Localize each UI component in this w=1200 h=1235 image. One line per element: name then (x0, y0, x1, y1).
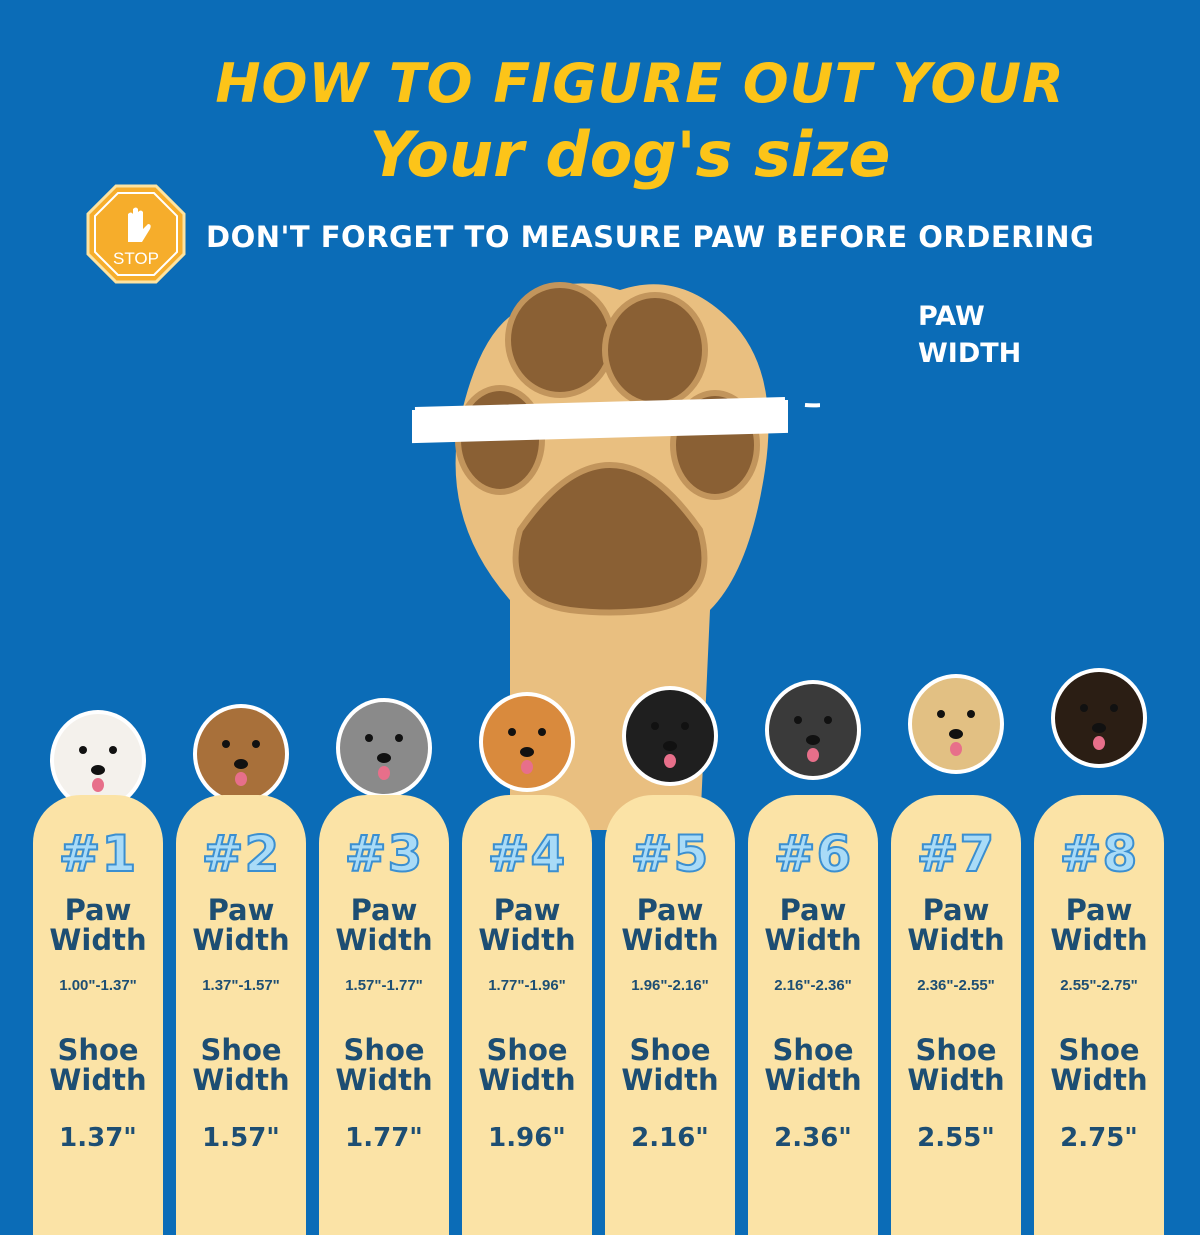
paw-label: Paw (1065, 893, 1133, 927)
paw-width-heading: Paw Width (33, 895, 163, 955)
paw-label: Paw (493, 893, 561, 927)
width-label: Width (621, 1063, 719, 1097)
shoe-width-value: 2.55" (917, 1123, 995, 1153)
paw-range: 1.57"-1.77" (345, 977, 423, 994)
dog-photo (43, 690, 153, 810)
size-number: #6 (773, 824, 853, 884)
shoe-width-value: 2.36" (774, 1123, 852, 1153)
paw-range: 2.36"-2.55" (917, 977, 995, 994)
width-label: Width (49, 923, 147, 957)
size-card: #2 Paw Width 1.37"-1.57" Shoe Width 1.57" (176, 795, 306, 1235)
paw-width-heading: Paw Width (891, 895, 1021, 955)
shoe-width-value: 2.75" (1060, 1123, 1138, 1153)
shoe-width-value: 1.57" (202, 1123, 280, 1153)
shoe-width-value: 1.96" (488, 1123, 566, 1153)
paw-range: 1.96"-2.16" (631, 977, 709, 994)
title-line-1: HOW TO FIGURE OUT YOUR (215, 52, 1065, 115)
paw-width-heading: Paw Width (319, 895, 449, 955)
shoe-width-value: 2.16" (631, 1123, 709, 1153)
width-label: Width (335, 1063, 433, 1097)
size-card: #7 Paw Width 2.36"-2.55" Shoe Width 2.55" (891, 795, 1021, 1235)
width-label: Width (335, 923, 433, 957)
shoe-label: Shoe (486, 1033, 568, 1067)
shoe-width-heading: Shoe Width (176, 1035, 306, 1095)
width-label: Width (907, 1063, 1005, 1097)
width-label: Width (478, 923, 576, 957)
shoe-label: Shoe (57, 1033, 139, 1067)
paw-illustration (412, 282, 820, 830)
shoe-width-heading: Shoe Width (891, 1035, 1021, 1095)
shoe-width-value: 1.77" (345, 1123, 423, 1153)
paw-range: 2.16"-2.36" (774, 977, 852, 994)
paw-width-label-line-1: PAW (918, 301, 985, 332)
paw-range: 1.77"-1.96" (488, 977, 566, 994)
dog-photo (615, 666, 725, 786)
shoe-width-heading: Shoe Width (605, 1035, 735, 1095)
size-number: #3 (344, 824, 424, 884)
size-card: #6 Paw Width 2.16"-2.36" Shoe Width 2.36" (748, 795, 878, 1235)
shoe-width-heading: Shoe Width (33, 1035, 163, 1095)
shoe-label: Shoe (200, 1033, 282, 1067)
width-label: Width (1050, 923, 1148, 957)
paw-label: Paw (636, 893, 704, 927)
width-label: Width (764, 1063, 862, 1097)
paw-width-label: PAW WIDTH (918, 298, 1021, 372)
size-number: #5 (630, 824, 710, 884)
dog-photo (758, 660, 868, 780)
paw-width-heading: Paw Width (176, 895, 306, 955)
dog-photo (472, 672, 582, 792)
width-label: Width (1050, 1063, 1148, 1097)
size-number: #7 (916, 824, 996, 884)
dog-photo (186, 684, 296, 804)
paw-label: Paw (922, 893, 990, 927)
width-label: Width (764, 923, 862, 957)
paw-width-heading: Paw Width (748, 895, 878, 955)
shoe-width-value: 1.37" (59, 1123, 137, 1153)
shoe-label: Shoe (629, 1033, 711, 1067)
paw-width-heading: Paw Width (605, 895, 735, 955)
title-line-2: Your dog's size (369, 118, 891, 191)
paw-label: Paw (64, 893, 132, 927)
paw-label: Paw (779, 893, 847, 927)
arrow-icon (804, 402, 820, 408)
paw-range: 1.37"-1.57" (202, 977, 280, 994)
shoe-width-heading: Shoe Width (319, 1035, 449, 1095)
stop-text: STOP (113, 249, 159, 268)
paw-width-label-line-2: WIDTH (918, 338, 1022, 369)
size-card: #5 Paw Width 1.96"-2.16" Shoe Width 2.16" (605, 795, 735, 1235)
size-number: #8 (1059, 824, 1139, 884)
paw-range: 1.00"-1.37" (59, 977, 137, 994)
width-label: Width (907, 923, 1005, 957)
reminder-text: DON'T FORGET TO MEASURE PAW BEFORE ORDER… (206, 220, 1095, 254)
width-label: Width (192, 1063, 290, 1097)
dog-photo (901, 654, 1011, 774)
size-card: #3 Paw Width 1.57"-1.77" Shoe Width 1.77" (319, 795, 449, 1235)
paw-label: Paw (207, 893, 275, 927)
size-number: #1 (58, 824, 138, 884)
paw-width-heading: Paw Width (1034, 895, 1164, 955)
paw-width-heading: Paw Width (462, 895, 592, 955)
shoe-label: Shoe (772, 1033, 854, 1067)
size-card: #4 Paw Width 1.77"-1.96" Shoe Width 1.96" (462, 795, 592, 1235)
shoe-label: Shoe (1058, 1033, 1140, 1067)
dog-photo (329, 678, 439, 798)
stop-sign-icon: STOP (86, 184, 186, 284)
width-label: Width (192, 923, 290, 957)
shoe-width-heading: Shoe Width (1034, 1035, 1164, 1095)
dog-photo (1044, 648, 1154, 768)
paw-range: 2.55"-2.75" (1060, 977, 1138, 994)
shoe-label: Shoe (343, 1033, 425, 1067)
paw-label: Paw (350, 893, 418, 927)
size-card: #8 Paw Width 2.55"-2.75" Shoe Width 2.75" (1034, 795, 1164, 1235)
width-label: Width (49, 1063, 147, 1097)
width-label: Width (621, 923, 719, 957)
shoe-width-heading: Shoe Width (748, 1035, 878, 1095)
shoe-width-heading: Shoe Width (462, 1035, 592, 1095)
width-label: Width (478, 1063, 576, 1097)
size-card: #1 Paw Width 1.00"-1.37" Shoe Width 1.37" (33, 795, 163, 1235)
shoe-label: Shoe (915, 1033, 997, 1067)
size-number: #2 (201, 824, 281, 884)
size-number: #4 (487, 824, 567, 884)
